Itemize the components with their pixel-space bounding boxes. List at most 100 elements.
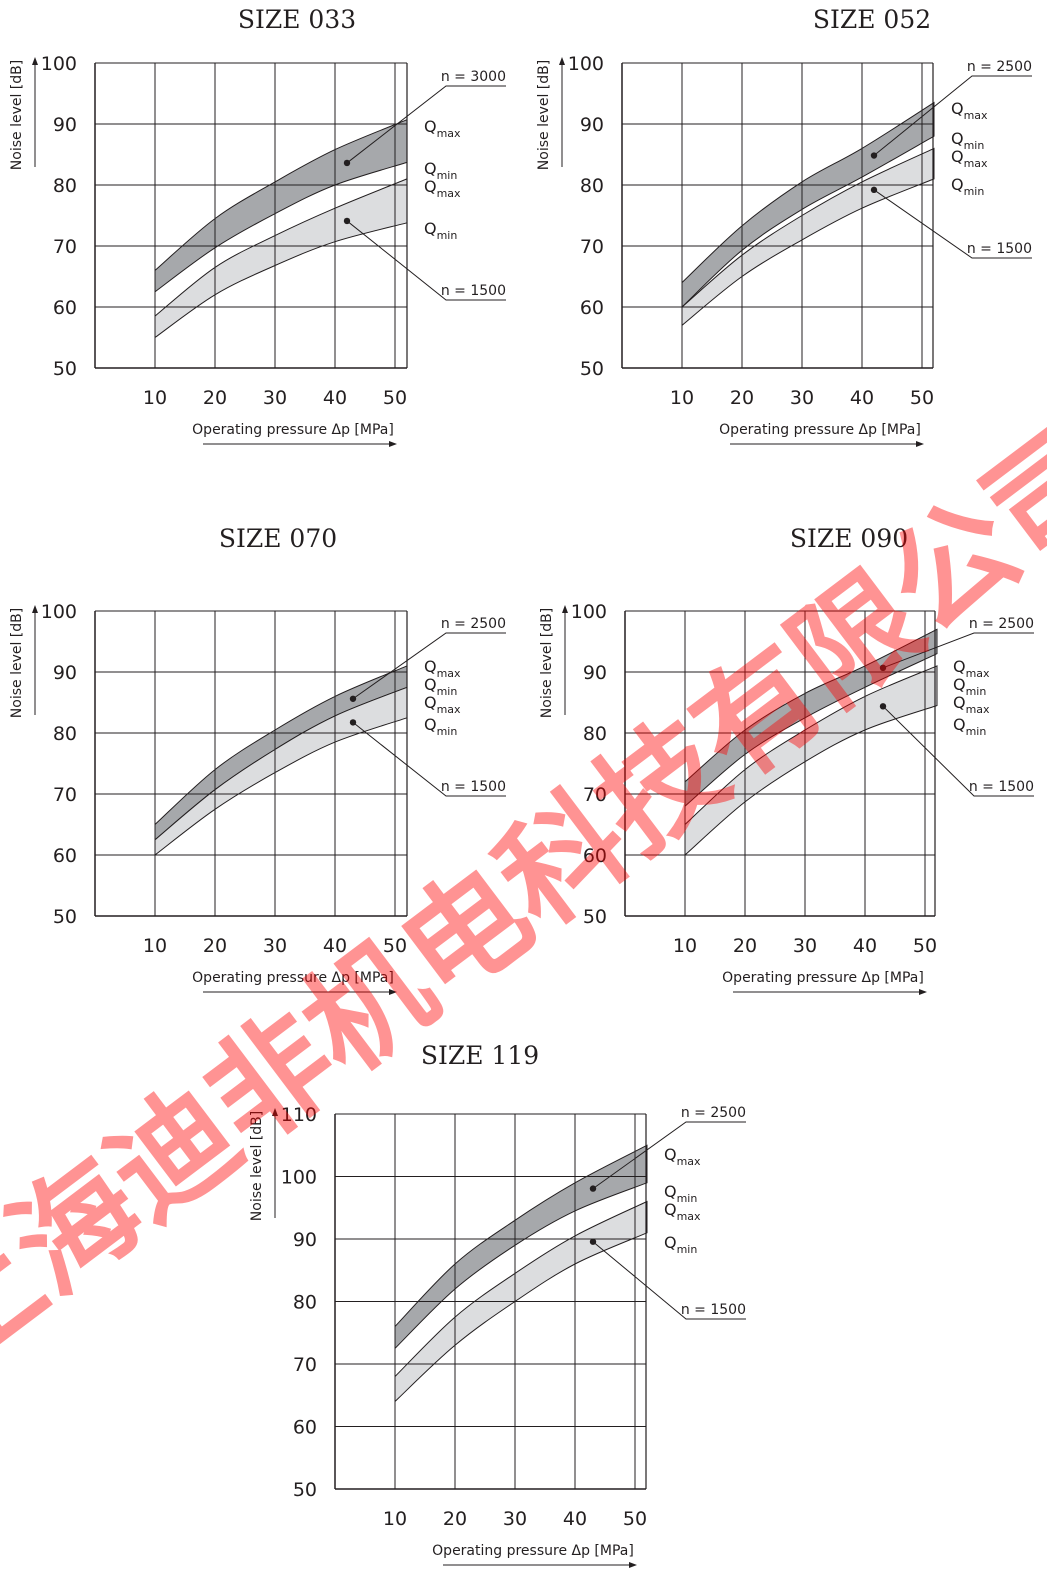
band-lower: [681, 147, 935, 327]
flow-label: Qmin: [951, 175, 984, 198]
leader-dot-upper: [879, 664, 887, 672]
y-tick-label: 70: [583, 784, 607, 806]
chart-size-070: SIZE 070 50 60 70 80 90 100 10 20 30 40 50 Operating…: [9, 524, 506, 995]
speed-label-upper: n = 2500: [969, 616, 1034, 632]
y-axis-label: Noise level [dB]: [249, 1111, 265, 1221]
y-tick-label: 80: [580, 175, 604, 197]
flow-label: Qmax: [953, 657, 990, 680]
x-axis-label: Operating pressure Δp [MPa]: [192, 970, 394, 986]
x-tick-label: 20: [443, 1508, 467, 1530]
chart-title: SIZE 033: [238, 5, 356, 34]
x-tick-label: 20: [203, 387, 227, 409]
speed-label-lower: n = 1500: [969, 779, 1034, 795]
y-tick-label: 90: [293, 1229, 317, 1251]
flow-label: Qmax: [424, 177, 461, 200]
speed-label-lower: n = 1500: [441, 779, 506, 795]
flow-label: Qmax: [424, 693, 461, 716]
y-tick-label: 80: [53, 723, 77, 745]
speed-label-upper: n = 2500: [967, 59, 1032, 75]
y-axis-arrowhead: [32, 605, 38, 613]
speed-label-upper: n = 2500: [441, 616, 506, 632]
x-tick-label: 30: [793, 935, 817, 957]
speed-label-upper: n = 3000: [441, 69, 506, 85]
flow-label: Qmin: [953, 675, 986, 698]
x-tick-label: 10: [670, 387, 694, 409]
chart-title: SIZE 090: [790, 524, 908, 553]
flow-label: Qmax: [953, 693, 990, 716]
x-tick-label: 10: [143, 935, 167, 957]
y-tick-label: 100: [281, 1167, 317, 1189]
leader-upper: [882, 632, 1034, 669]
speed-label-lower: n = 1500: [441, 283, 506, 299]
y-tick-label: 70: [580, 236, 604, 258]
y-axis-arrowhead: [32, 57, 38, 65]
leader-upper: [346, 85, 506, 164]
y-tick-label: 70: [53, 236, 77, 258]
leader-dot-upper: [870, 152, 878, 159]
y-axis-label: Noise level [dB]: [539, 608, 555, 718]
y-tick-label: 110: [281, 1104, 317, 1126]
leader-upper: [873, 75, 1032, 156]
x-tick-label: 10: [383, 1508, 407, 1530]
leader-lower: [882, 705, 1034, 797]
x-tick-label: 30: [503, 1508, 527, 1530]
band-lower: [684, 665, 938, 857]
x-tick-label: 50: [623, 1508, 647, 1530]
x-axis-label: Operating pressure Δp [MPa]: [719, 422, 921, 438]
y-tick-label: 60: [53, 297, 77, 319]
flow-label: Qmin: [424, 219, 457, 242]
chart-size-033: SIZE 033 50 60 70 80 90 100 10 20 30 40 50 Operating…: [9, 5, 506, 447]
band-upper: [681, 101, 935, 309]
y-tick-label: 90: [580, 114, 604, 136]
x-tick-label: 20: [730, 387, 754, 409]
y-tick-label: 100: [571, 601, 607, 623]
leader-lower: [352, 722, 506, 797]
x-tick-label: 40: [563, 1508, 587, 1530]
y-tick-label: 80: [583, 723, 607, 745]
leader-dot-upper: [349, 695, 357, 702]
leader-lower: [346, 220, 506, 301]
y-tick-label: 90: [53, 114, 77, 136]
y-tick-label: 80: [53, 175, 77, 197]
x-tick-label: 30: [263, 387, 287, 409]
flow-label: Qmin: [424, 715, 457, 738]
leader-dot-upper: [589, 1185, 597, 1192]
flow-label: Qmin: [424, 675, 457, 698]
chart-title: SIZE 070: [219, 524, 337, 553]
x-axis-arrowhead: [919, 989, 927, 995]
watermark-text: 上海迪非机电科技有限公司: [0, 399, 1047, 1393]
x-tick-label: 10: [673, 935, 697, 957]
chart-title: SIZE 052: [813, 5, 931, 34]
flow-label: Qmin: [424, 159, 457, 182]
y-tick-label: 50: [53, 358, 77, 380]
leader-dot-upper: [343, 159, 351, 167]
leader-dot-lower: [343, 217, 351, 225]
x-tick-label: 50: [910, 387, 934, 409]
leader-lower: [592, 1241, 746, 1320]
leader-dot-lower: [589, 1238, 597, 1245]
y-tick-label: 100: [568, 53, 604, 75]
y-tick-label: 70: [53, 784, 77, 806]
chart-size-052: SIZE 052 50 60 70 80 90 100 10 20 30 40 50 Operating…: [536, 5, 1032, 447]
flow-label: Qmax: [424, 657, 461, 680]
x-axis-label: Operating pressure Δp [MPa]: [722, 970, 924, 986]
band-upper: [394, 1144, 648, 1350]
x-axis-arrowhead: [629, 1562, 637, 1568]
y-tick-label: 80: [293, 1292, 317, 1314]
x-tick-label: 40: [323, 387, 347, 409]
leader-dot-lower: [879, 703, 887, 710]
y-tick-label: 100: [41, 601, 77, 623]
leader-dot-lower: [870, 186, 878, 194]
y-tick-label: 100: [41, 53, 77, 75]
chart-size-090: SIZE 090 50 60 70 80 90 100 10 20 30 40 50 Operating…: [539, 524, 1034, 995]
x-tick-label: 40: [323, 935, 347, 957]
x-tick-label: 40: [853, 935, 877, 957]
x-tick-label: 30: [263, 935, 287, 957]
flow-label: Qmax: [664, 1200, 701, 1223]
y-axis-arrowhead: [559, 57, 565, 65]
y-tick-label: 90: [53, 662, 77, 684]
band-lower: [394, 1200, 648, 1403]
x-tick-label: 40: [850, 387, 874, 409]
x-axis-arrowhead: [916, 441, 924, 447]
